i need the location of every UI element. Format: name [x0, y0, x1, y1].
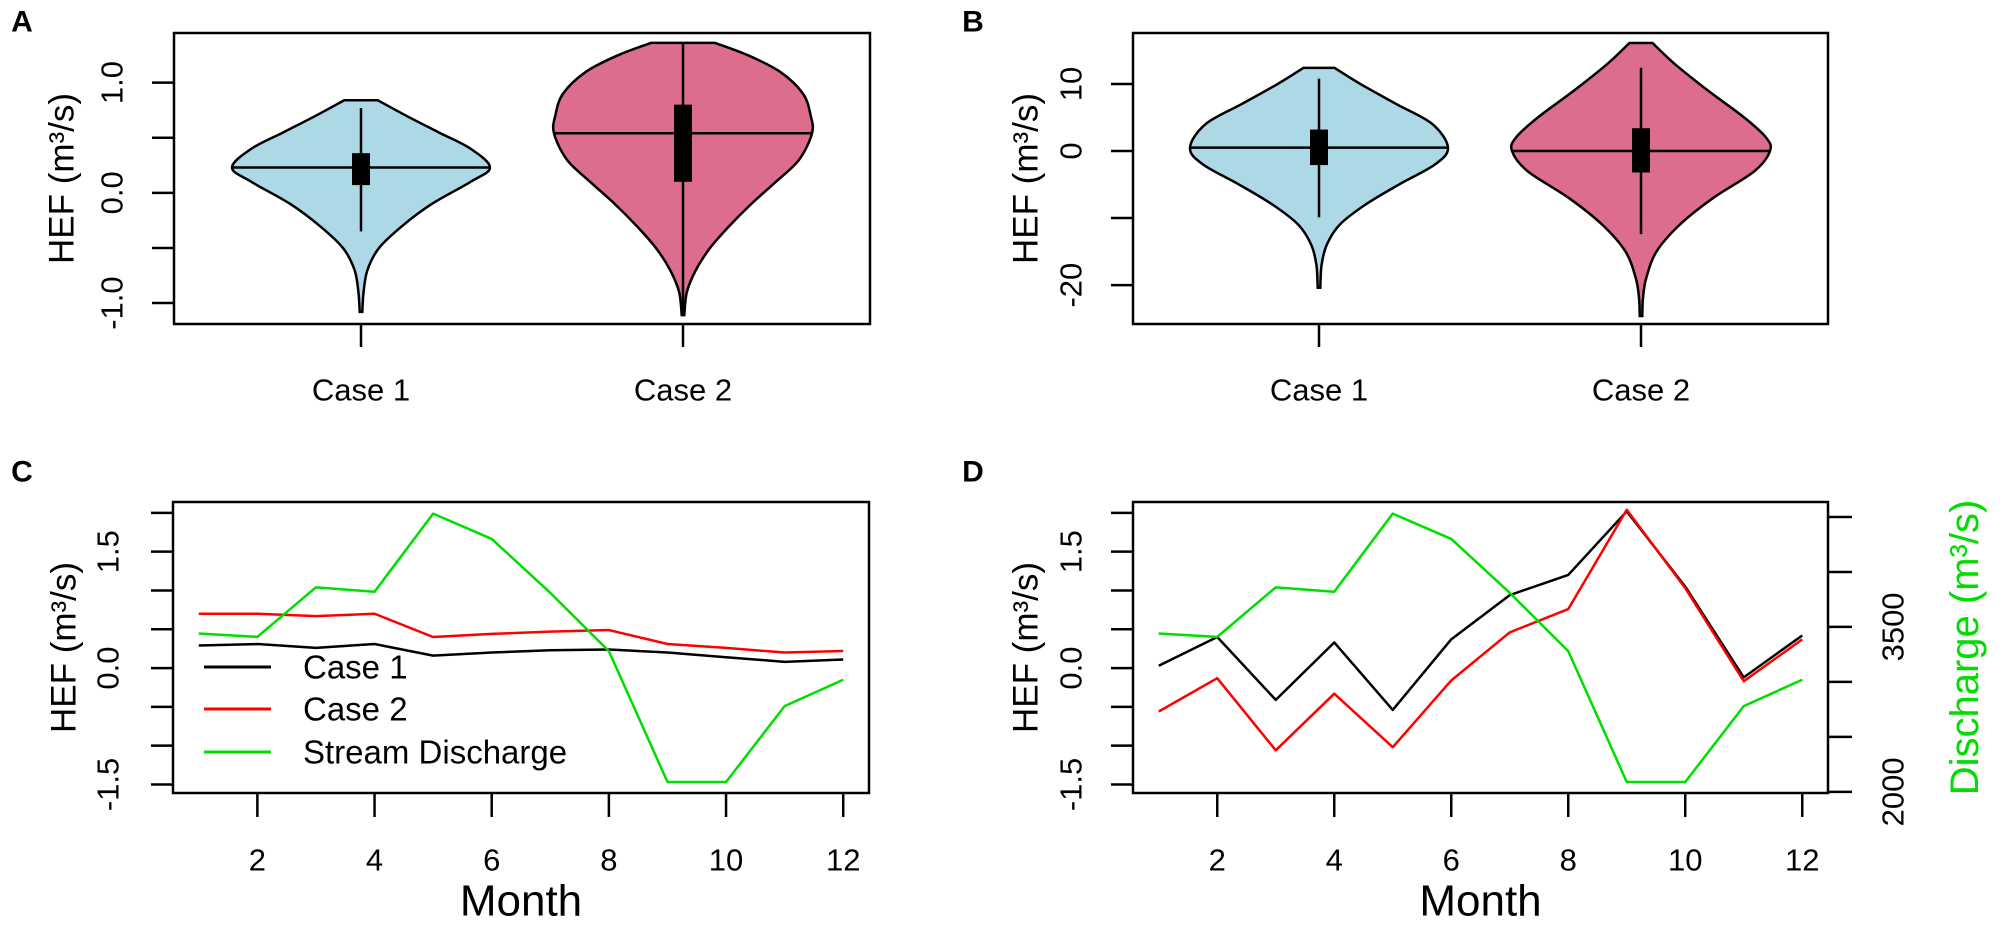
right-y-axis-title: Discharge (m³/s) [1943, 500, 1987, 796]
legend-label: Stream Discharge [303, 734, 567, 771]
panel-letter-d: D [962, 456, 984, 489]
plot-frame [1131, 31, 1830, 326]
y-tick-label: 0.0 [1054, 647, 1089, 690]
violin-box [1632, 128, 1650, 173]
x-tick-label: 10 [1668, 843, 1702, 878]
x-tick-label: 12 [826, 843, 860, 878]
y-axis-title: HEF (m³/s) [45, 562, 84, 733]
x-tick-label: 8 [1560, 843, 1577, 878]
panel-letter-c: C [11, 456, 33, 489]
y-tick-label: 1.0 [95, 61, 130, 104]
y-tick-label: 1.5 [91, 530, 126, 573]
panel-letter-a: A [11, 6, 33, 39]
y-tick-label: -1.5 [91, 758, 126, 811]
x-tick-label: 8 [600, 843, 617, 878]
x-tick-label: 4 [366, 843, 383, 878]
series-line-2 [1158, 508, 1803, 752]
violin-box [1310, 129, 1328, 166]
right-y-tick-label: 2000 [1876, 757, 1911, 826]
y-axis-title: HEF (m³/s) [1007, 93, 1046, 264]
x-tick-label: Case 1 [1270, 373, 1368, 408]
y-tick-label: 0.0 [95, 171, 130, 214]
right-y-tick-label: 3500 [1876, 592, 1911, 661]
y-axis-title: HEF (m³/s) [43, 93, 82, 264]
x-tick-label: 2 [1209, 843, 1226, 878]
x-tick-label: 12 [1785, 843, 1819, 878]
x-tick-label: 2 [249, 843, 266, 878]
x-tick-label: 6 [1443, 843, 1460, 878]
x-tick-label: Case 2 [634, 373, 732, 408]
y-tick-label: 10 [1054, 67, 1089, 101]
y-tick-label: -1.5 [1054, 758, 1089, 811]
panel-letter-b: B [962, 6, 984, 39]
y-tick-label: -1.0 [95, 276, 130, 329]
y-tick-label: -20 [1054, 263, 1089, 308]
violin-box [352, 153, 370, 186]
x-axis-title: Month [1419, 877, 1541, 926]
x-axis-title: Month [460, 877, 582, 926]
series-line-1 [1158, 510, 1803, 712]
x-tick-label: 4 [1326, 843, 1343, 878]
x-tick-label: Case 1 [312, 373, 410, 408]
x-tick-label: 6 [483, 843, 500, 878]
x-tick-label: 10 [709, 843, 743, 878]
legend-label: Case 2 [303, 691, 408, 728]
y-tick-label: 0 [1054, 142, 1089, 159]
violin-box [674, 104, 692, 182]
y-tick-label: 1.5 [1054, 530, 1089, 573]
x-tick-label: Case 2 [1592, 373, 1690, 408]
series-line-case-2 [198, 612, 844, 654]
plot-frame [172, 31, 872, 326]
series-line-3 [1158, 512, 1803, 784]
series-line-stream-discharge [198, 512, 844, 784]
series-line-case-1 [198, 642, 844, 664]
legend-label: Case 1 [303, 649, 408, 686]
y-tick-label: 0.0 [91, 647, 126, 690]
plot-frame [1131, 500, 1830, 795]
plot-frame [171, 500, 871, 795]
y-axis-title: HEF (m³/s) [1007, 562, 1046, 733]
